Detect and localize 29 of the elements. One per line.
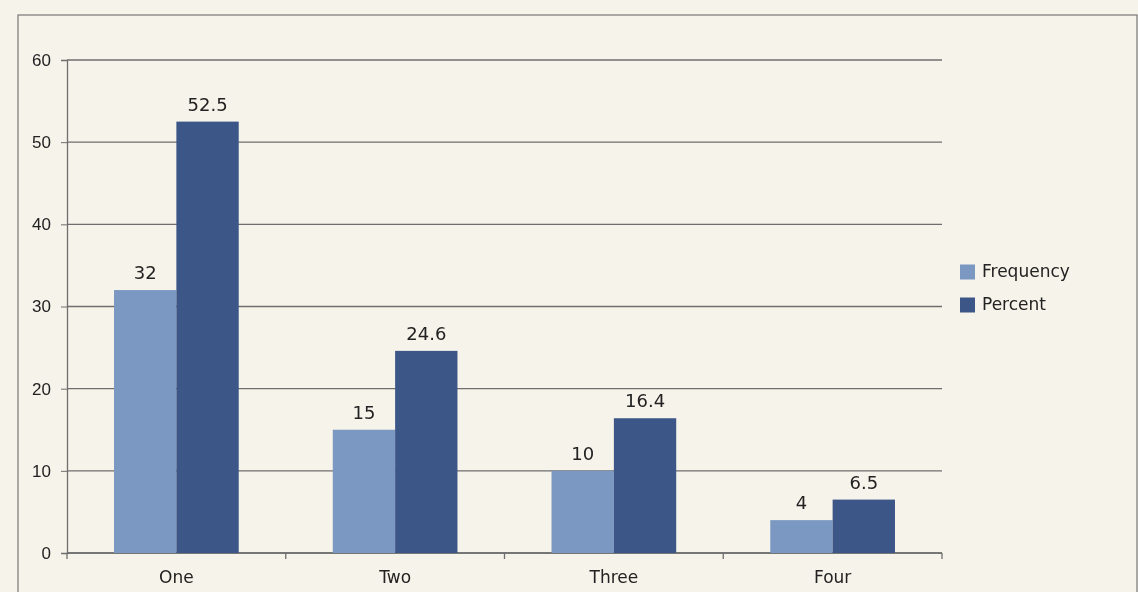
y-tick-label: 60 xyxy=(32,50,51,70)
y-tick-label: 0 xyxy=(41,543,51,563)
bar xyxy=(832,499,895,553)
y-tick-label: 50 xyxy=(32,133,51,153)
x-tick-label: One xyxy=(159,567,194,587)
y-tick-label: 40 xyxy=(32,215,51,235)
data-label: 6.5 xyxy=(849,471,879,493)
y-tick-label: 30 xyxy=(32,297,51,317)
data-label: 32 xyxy=(133,262,157,284)
bar xyxy=(770,520,833,553)
data-label: 15 xyxy=(352,401,376,423)
x-tick-label: Three xyxy=(588,567,639,587)
legend-label: Frequency xyxy=(982,260,1070,281)
x-tick-label: Four xyxy=(813,567,852,587)
legend-label: Percent xyxy=(982,293,1047,314)
bar xyxy=(551,470,614,553)
data-label: 16.4 xyxy=(625,390,666,412)
bar xyxy=(332,429,396,553)
bar xyxy=(176,121,239,553)
data-label: 4 xyxy=(795,492,808,514)
bar xyxy=(613,418,677,553)
bar xyxy=(114,290,177,553)
bar xyxy=(395,350,458,553)
data-label: 10 xyxy=(571,442,595,464)
x-tick-label: Two xyxy=(378,567,412,587)
y-tick-label: 20 xyxy=(32,379,51,399)
y-tick-label: 10 xyxy=(32,461,51,481)
data-label: 24.6 xyxy=(406,322,447,344)
data-label: 52.5 xyxy=(187,93,228,115)
